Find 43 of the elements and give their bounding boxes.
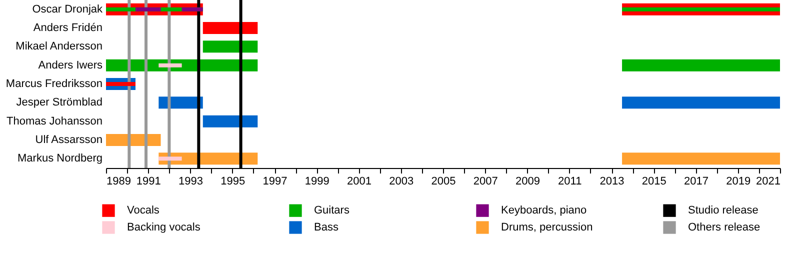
bar [622,152,780,165]
legend-label: Vocals [127,204,160,217]
x-tick-label: 1995 [220,176,246,188]
y-tick-label: Jesper Strömblad [16,96,102,109]
x-tick-label: 1999 [304,176,330,188]
x-tick-label: 2019 [726,176,751,188]
x-tick-label: 2005 [431,176,456,188]
x-tick-label: 1993 [178,176,203,188]
bar [202,40,258,53]
bar [202,22,258,34]
x-tick-label: 2021 [756,176,780,188]
bar [202,115,258,128]
x-tick-label: 1989 [106,176,131,188]
y-tick-label: Mikael Andersson [16,40,102,53]
legend-label: Others release [688,222,760,234]
bar [158,156,182,161]
x-tick-label: 2011 [558,176,582,188]
x-tick-label: 2015 [642,176,666,188]
x-tick-label: 2009 [516,176,540,188]
y-tick-label: Markus Nordberg [18,152,102,165]
x-tick-label: 2017 [684,176,708,188]
y-tick-label: Ulf Assarsson [35,134,102,146]
legend-label: Keyboards, piano [501,204,587,217]
y-tick-label: Oscar Dronjak [32,3,103,16]
bar [135,7,161,12]
x-tick-label: 2001 [347,176,372,188]
legend-label: Backing vocals [127,222,201,234]
bar [182,7,203,12]
legend-label: Studio release [688,204,758,217]
x-tick-label: 2007 [473,176,498,188]
y-tick-label: Anders Iwers [38,59,103,72]
y-tick-label: Anders Fridén [33,22,102,34]
legend-label: Guitars [314,204,350,217]
y-tick-label: Marcus Fredriksson [6,78,102,90]
x-tick-label: 2003 [389,176,414,188]
x-tick-label: 2013 [600,176,624,188]
legend-label: Drums, percussion [501,222,593,234]
x-tick-label: 1991 [136,176,161,188]
y-tick-label: Thomas Johansson [6,115,102,128]
bar [158,63,182,68]
bar [622,96,780,109]
legend-label: Bass [314,222,339,234]
x-tick-label: 1997 [262,176,288,188]
